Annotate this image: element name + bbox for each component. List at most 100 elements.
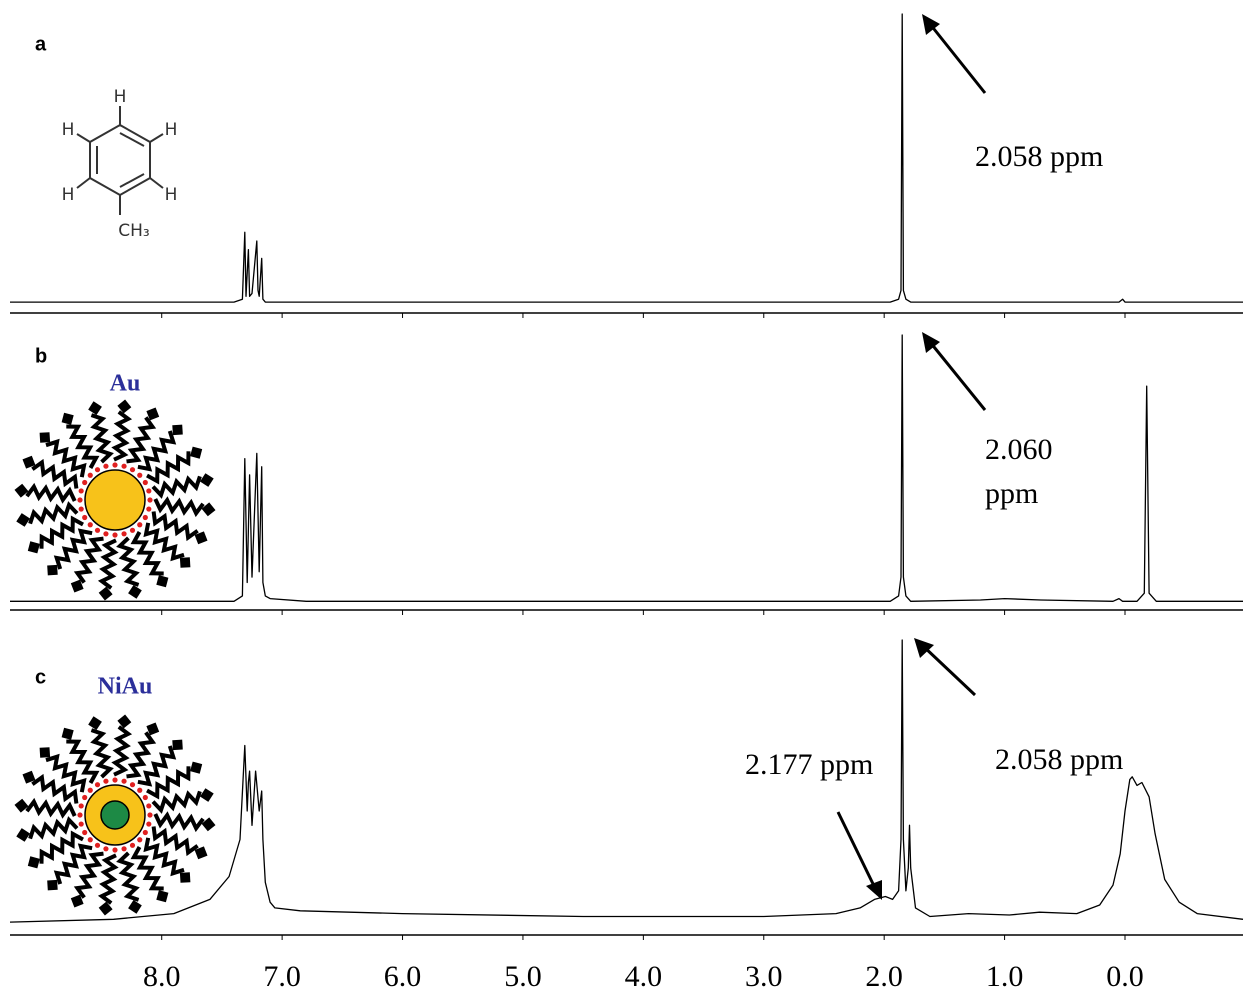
thiol [121,778,127,784]
thiol [112,462,118,468]
ligand-head [117,714,132,729]
ligand-head [194,846,208,860]
double-bond [119,173,145,188]
ligand-head [39,747,51,758]
ligand [151,475,202,499]
ligand-head [61,727,74,740]
ligand [73,851,104,899]
ligand-head [27,541,40,554]
ligand [97,538,119,590]
x-tick-label: 7.0 [263,960,301,993]
ligand-head [190,446,203,459]
ligand [146,766,191,800]
thiol [78,803,84,809]
bond [149,177,164,189]
ligand [130,846,164,891]
x-tick-label: 3.0 [745,960,783,993]
ligand [53,843,93,885]
thiol [82,794,88,801]
ligand [45,438,87,478]
ligand-head [98,586,113,601]
thiol [87,837,93,843]
spectrum [10,13,1243,303]
ligand [66,424,100,469]
thiol [103,531,109,537]
ligand-head [179,557,191,568]
ligand-head [14,483,29,498]
thiol [87,522,93,528]
x-tick-label: 4.0 [625,960,663,993]
thiol [112,847,118,853]
spectrum [10,334,1243,602]
ligand [151,511,199,542]
ligand [31,458,79,489]
x-tick-label: 0.0 [1106,960,1144,993]
thiol [137,522,143,528]
thiol [142,514,148,521]
ligand-head [70,894,84,908]
ligand [39,830,84,864]
thiol [82,514,88,521]
annotation: 2.177 ppm [745,748,874,781]
arrow-head [866,880,882,900]
molecule [76,106,164,215]
ligand [111,725,133,777]
ligand-head [172,739,183,751]
ligand [66,739,100,784]
bond [76,177,91,189]
arrow [920,643,977,697]
thiol [142,794,148,801]
annotation: 2.058 ppm [995,743,1124,776]
thiol [78,488,84,494]
ligand-head [190,761,203,774]
ligand [28,501,79,525]
ligand [126,731,157,779]
ligand [25,482,77,504]
panel-label: a [35,33,47,55]
thiol [121,531,127,537]
ligand-head [22,455,36,469]
ligand [73,536,104,584]
atom: H [62,185,75,205]
thiol [94,527,101,533]
particle-label: Au [110,371,141,397]
thiol [78,821,84,827]
x-tick-label: 5.0 [504,960,542,993]
ligand [97,853,119,905]
ligand [116,536,140,587]
ligand-head [146,407,160,421]
bond [149,133,164,143]
ligand-head [156,575,169,588]
ligand-head [201,817,216,832]
x-tick-label: 6.0 [384,960,422,993]
ligand-head [22,770,36,784]
thiol [94,782,101,788]
arrow [928,341,987,411]
thiol [112,777,118,783]
annotation: 2.058 ppm [975,140,1104,173]
ligand-head [146,722,160,736]
ligand [130,531,164,576]
thiol [82,829,88,836]
ligand-head [200,473,214,487]
ligand-head [16,828,30,842]
ligand-head [88,716,102,730]
thiol [94,842,101,848]
thiol [129,467,136,473]
ligand-head [47,564,58,576]
thiol [121,846,127,852]
ligand-head [16,513,30,527]
nickel-core [100,800,130,830]
thiol [87,472,93,478]
ligand-head [201,502,216,517]
thiol [142,829,148,836]
ligand [45,753,87,793]
annotation: 2.060 ppm [985,433,1053,510]
thiol [146,821,152,827]
thiol [112,532,118,538]
ligand-head [61,412,74,425]
ring [89,123,151,197]
arrows [836,23,987,891]
thiol [137,472,143,478]
